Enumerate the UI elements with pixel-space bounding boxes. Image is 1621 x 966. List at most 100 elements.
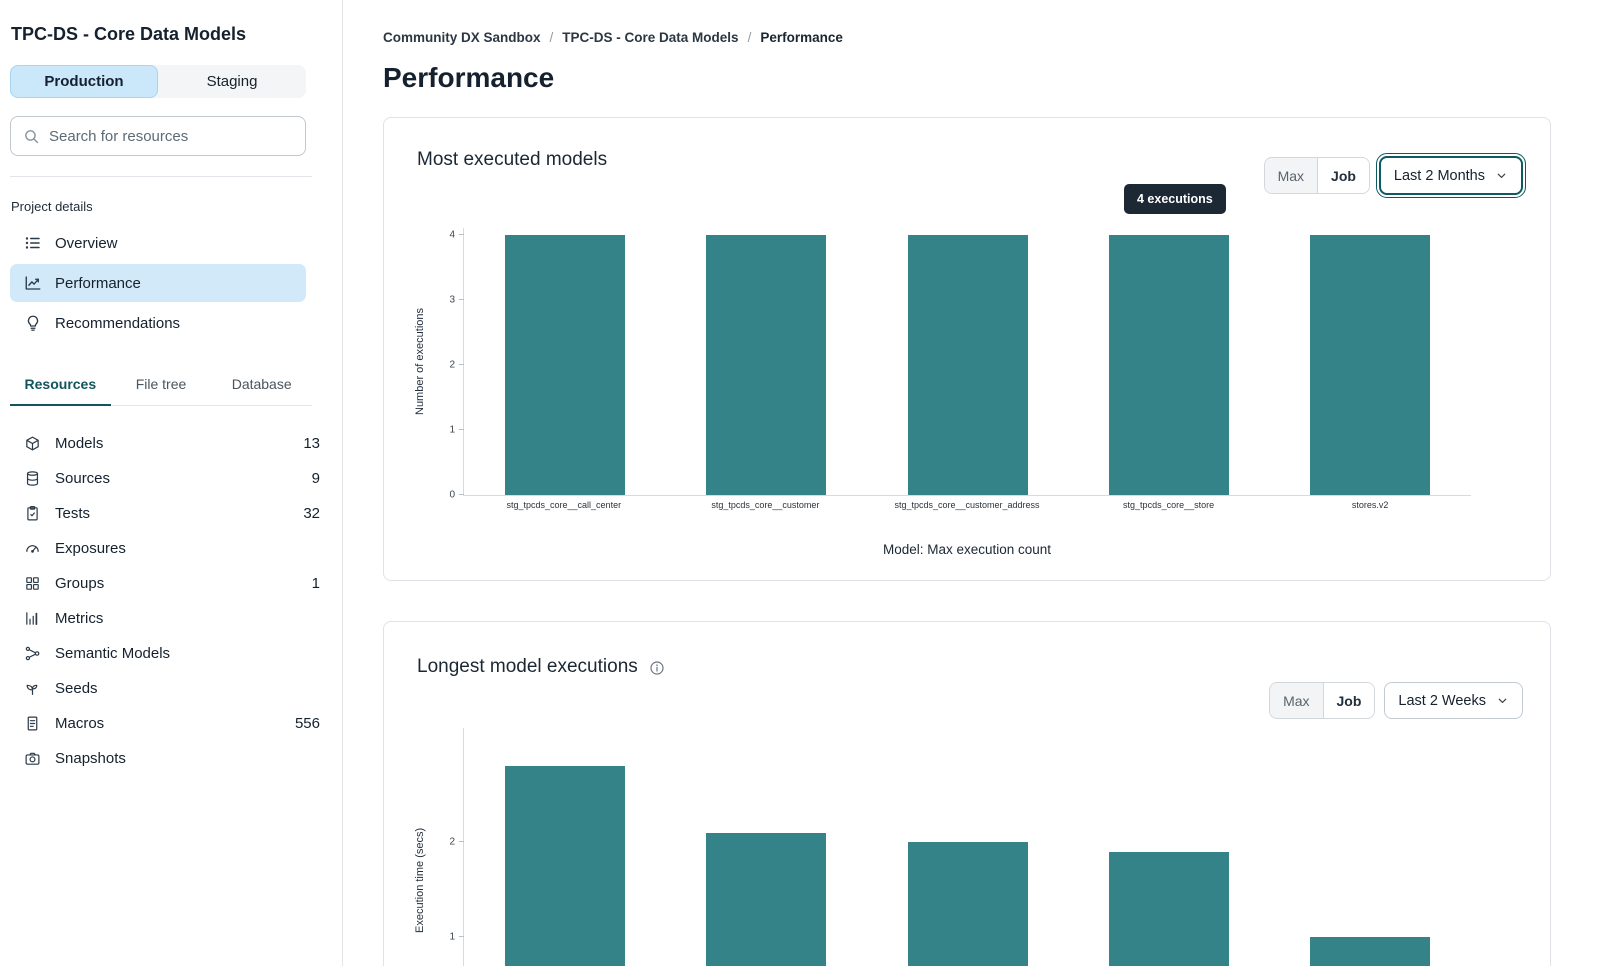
info-icon[interactable]: [649, 660, 665, 676]
resource-row-tests[interactable]: Tests 32: [10, 496, 332, 531]
clipboard-check-icon: [24, 505, 42, 522]
lightbulb-icon: [24, 314, 42, 332]
tab-resources[interactable]: Resources: [10, 376, 111, 406]
y-tick-label: 1: [449, 931, 455, 943]
environment-toggle: Production Staging: [10, 65, 306, 98]
sidebar-item-label: Recommendations: [55, 314, 181, 332]
breadcrumb-separator: /: [549, 30, 554, 45]
resource-row-models[interactable]: Models 13: [10, 426, 332, 461]
resource-row-exposures[interactable]: Exposures: [10, 531, 332, 566]
project-nav: Overview Performance Recommendations: [10, 224, 332, 342]
resource-count: 13: [303, 435, 320, 452]
period-select[interactable]: Last 2 Months: [1375, 153, 1527, 198]
resource-count: 9: [311, 470, 320, 487]
network-icon: [24, 645, 42, 662]
breadcrumb-separator: /: [747, 30, 752, 45]
chart-line-icon: [24, 274, 42, 292]
bar[interactable]: [1108, 234, 1229, 495]
resource-list: Models 13 Sources 9 Tests 32: [10, 426, 332, 776]
bar-chart-icon: [24, 610, 42, 627]
resource-label: Sources: [55, 470, 111, 487]
period-select[interactable]: Last 2 Weeks: [1384, 682, 1523, 719]
chevron-down-icon: [1495, 169, 1508, 182]
y-tick-mark: [459, 936, 464, 937]
card-title: Longest model executions: [417, 656, 665, 678]
resource-count: 1: [311, 575, 320, 592]
job-button[interactable]: Job: [1318, 158, 1369, 193]
search-input[interactable]: [49, 127, 293, 145]
bar[interactable]: [504, 766, 625, 966]
tab-database[interactable]: Database: [231, 376, 292, 392]
bar[interactable]: [1108, 851, 1229, 966]
max-job-toggle: Max Job: [1269, 682, 1376, 719]
bar[interactable]: [907, 234, 1028, 495]
x-tick-label: stg_tpcds_core__call_center: [506, 500, 622, 510]
period-select-value: Last 2 Months: [1393, 167, 1485, 184]
database-icon: [24, 470, 42, 487]
search-box[interactable]: [10, 116, 306, 156]
seedling-icon: [24, 680, 42, 697]
y-axis-label: Number of executions: [414, 308, 426, 416]
tab-file-tree[interactable]: File tree: [135, 376, 187, 392]
chevron-down-icon: [1496, 694, 1509, 707]
bar[interactable]: [504, 234, 625, 495]
y-tick-mark: [459, 233, 464, 235]
resource-label: Tests: [55, 505, 91, 522]
sidebar-tabs: Resources File tree Database: [10, 376, 312, 406]
x-tick-label: stg_tpcds_core__customer_address: [894, 500, 1040, 510]
y-tick-mark: [459, 841, 464, 842]
sidebar-item-overview[interactable]: Overview: [10, 224, 306, 262]
grid-icon: [24, 575, 42, 592]
x-axis-label: Model: Max execution count: [882, 542, 1052, 557]
resource-row-sources[interactable]: Sources 9: [10, 461, 332, 496]
y-tick-label: 4: [449, 229, 455, 241]
search-icon: [23, 128, 40, 145]
sidebar-item-performance[interactable]: Performance: [10, 264, 306, 302]
y-tick-mark: [459, 428, 464, 430]
max-job-toggle: Max Job: [1263, 157, 1370, 194]
most-executed-models-card: Most executed models Max Job Last 2 Mont…: [383, 117, 1551, 581]
y-axis-label: Execution time (secs): [414, 827, 426, 933]
breadcrumb-project[interactable]: TPC-DS - Core Data Models: [562, 30, 739, 45]
max-button[interactable]: Max: [1264, 158, 1319, 193]
resource-label: Seeds: [55, 680, 98, 697]
card-title: Most executed models: [417, 149, 608, 170]
sidebar-item-recommendations[interactable]: Recommendations: [10, 304, 306, 342]
env-tab-production[interactable]: Production: [10, 65, 158, 98]
bar[interactable]: [1310, 937, 1431, 966]
project-details-label: Project details: [11, 199, 93, 214]
resource-label: Models: [55, 435, 104, 452]
resource-count: 556: [294, 715, 320, 732]
breadcrumb-current: Performance: [760, 30, 843, 45]
bar-chart-plot: 0 1 2 3 4: [449, 228, 1471, 501]
y-tick-label: 1: [449, 424, 455, 436]
camera-icon: [24, 750, 42, 767]
bar[interactable]: [706, 234, 827, 495]
x-axis-tick-labels: stg_tpcds_core__call_center stg_tpcds_cor…: [463, 500, 1471, 510]
chart-tooltip: 4 executions: [1124, 184, 1226, 214]
resource-row-groups[interactable]: Groups 1: [10, 566, 332, 601]
resource-row-metrics[interactable]: Metrics: [10, 601, 332, 636]
y-tick-mark: [459, 494, 464, 495]
resource-row-macros[interactable]: Macros 556: [10, 706, 332, 741]
resource-row-snapshots[interactable]: Snapshots: [10, 741, 332, 776]
sidebar-item-label: Overview: [55, 234, 118, 252]
resource-row-semantic-models[interactable]: Semantic Models: [10, 636, 332, 671]
y-tick-label: 2: [449, 836, 455, 848]
breadcrumb-account[interactable]: Community DX Sandbox: [383, 30, 541, 45]
resource-count: 32: [303, 505, 320, 522]
y-tick-mark: [459, 298, 464, 300]
env-tab-staging[interactable]: Staging: [158, 65, 306, 98]
resource-label: Semantic Models: [55, 645, 171, 662]
chart-controls: Max Job Last 2 Weeks: [1269, 682, 1523, 719]
x-tick-label: stores.v2: [1351, 500, 1389, 510]
resource-label: Exposures: [55, 540, 126, 557]
resource-label: Groups: [55, 575, 105, 592]
resource-row-seeds[interactable]: Seeds: [10, 671, 332, 706]
y-tick-label: 0: [449, 489, 455, 501]
max-button[interactable]: Max: [1270, 683, 1324, 718]
bar[interactable]: [907, 842, 1028, 966]
job-button[interactable]: Job: [1323, 683, 1375, 718]
bar[interactable]: [1310, 234, 1431, 495]
bar[interactable]: [706, 832, 827, 966]
